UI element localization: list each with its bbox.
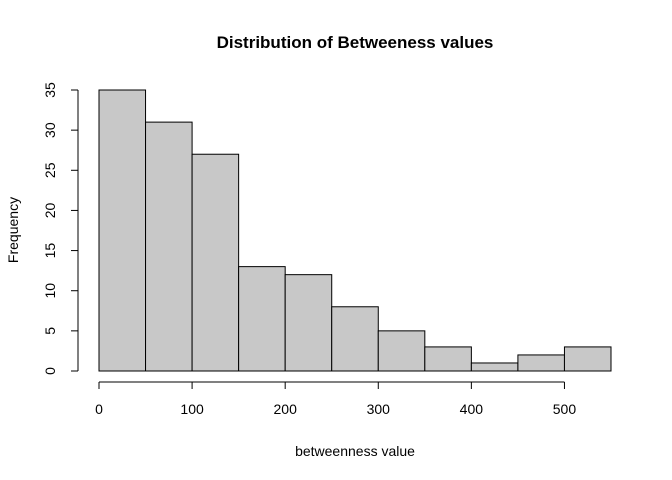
histogram-bar <box>238 266 286 372</box>
y-tick-label: 30 <box>42 122 58 138</box>
x-axis-label: betweenness value <box>295 443 415 459</box>
x-tick-label: 200 <box>274 401 298 417</box>
histogram-bar <box>517 354 565 372</box>
y-tick-label: 20 <box>42 202 58 218</box>
histogram-bar <box>470 362 519 372</box>
y-axis: 0 5 10 15 20 25 30 35 <box>42 82 79 375</box>
x-tick-label: 400 <box>460 401 484 417</box>
x-tick-label: 500 <box>553 401 577 417</box>
histogram-bar <box>377 330 426 372</box>
histogram-bar <box>424 346 472 372</box>
x-tick-label: 0 <box>95 401 103 417</box>
y-tick-label: 35 <box>42 82 58 98</box>
x-tick-label: 100 <box>180 401 204 417</box>
y-tick-label: 0 <box>42 367 58 375</box>
histogram-bar <box>284 274 333 372</box>
chart-title: Distribution of Betweeness values <box>217 33 494 52</box>
y-tick-label: 15 <box>42 243 58 259</box>
y-tick-label: 10 <box>42 283 58 299</box>
x-axis: 0 100 200 300 400 500 <box>95 381 577 417</box>
y-tick-label: 25 <box>42 162 58 178</box>
x-tick-label: 300 <box>367 401 391 417</box>
histogram-bar <box>563 346 612 372</box>
histogram-bar <box>331 306 379 372</box>
y-axis-label: Frequency <box>5 197 21 263</box>
y-tick-label: 5 <box>42 327 58 335</box>
histogram-bar <box>145 121 193 372</box>
histogram-bar <box>98 89 147 372</box>
histogram-bar <box>191 153 240 372</box>
bars-group <box>98 89 612 372</box>
